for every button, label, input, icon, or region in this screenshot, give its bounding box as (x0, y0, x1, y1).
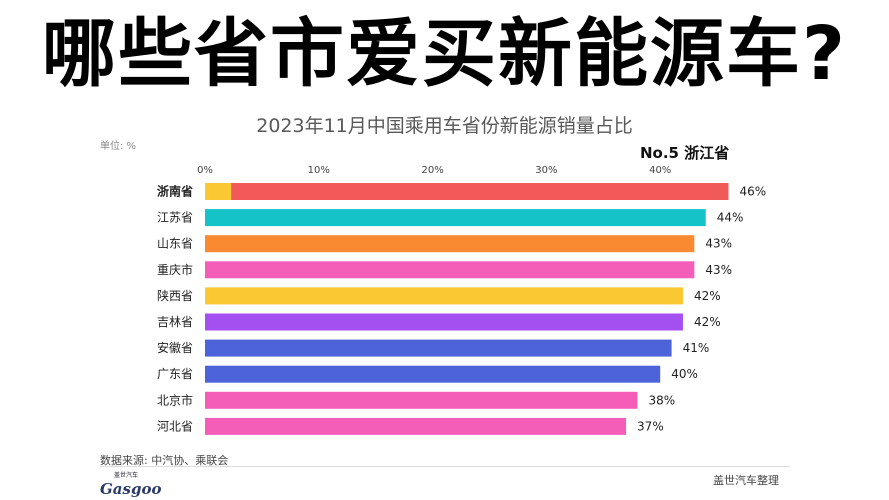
x-tick-label: 0% (197, 165, 213, 176)
data-label: 40% (671, 367, 698, 381)
data-label: 43% (705, 263, 732, 277)
data-label: 41% (683, 341, 710, 355)
category-label: 江苏省 (157, 211, 193, 225)
bar-segment (205, 183, 232, 200)
category-label: 北京市 (157, 392, 193, 407)
data-label: 42% (694, 289, 721, 303)
bar (205, 365, 661, 383)
footer-divider (100, 466, 790, 467)
category-label: 山东省 (157, 237, 193, 251)
data-label: 46% (739, 185, 766, 199)
unit-label: 单位: % (100, 141, 137, 152)
category-label: 安徽省 (157, 340, 193, 355)
data-label: 44% (717, 211, 744, 225)
logo-en-text: Gasgoo (100, 480, 162, 498)
x-tick-label: 20% (421, 165, 443, 176)
credit-note: 盖世汽车整理 (713, 474, 779, 487)
source-note: 数据来源: 中汽协、乘联会 (100, 454, 229, 467)
bar (205, 261, 695, 279)
bar (205, 391, 638, 409)
x-tick-label: 40% (649, 165, 671, 176)
category-label: 陕西省 (157, 288, 193, 303)
data-label: 43% (705, 237, 732, 251)
category-label: 吉林省 (157, 315, 193, 329)
headline: 哪些省市爱买新能源车? (42, 11, 847, 97)
chart-title: 2023年11月中国乘用车省份新能源销量占比 (256, 115, 633, 137)
rank-label: No.5 浙江省 (640, 144, 730, 162)
bar (205, 339, 672, 357)
bar (205, 417, 627, 435)
category-label: 河北省 (157, 419, 193, 433)
gasgoo-logo: 盖世汽车 Gasgoo (100, 470, 161, 498)
category-label: 广东省 (157, 367, 193, 381)
bar (205, 287, 683, 305)
data-label: 37% (637, 419, 664, 433)
bar (205, 235, 695, 253)
data-label: 42% (694, 315, 721, 329)
bar (205, 183, 729, 200)
data-label: 38% (648, 393, 675, 407)
category-label: 浙南省 (157, 184, 193, 199)
logo-cn-text: 盖世汽车 (114, 472, 139, 479)
category-label: 重庆市 (157, 262, 193, 277)
bar (205, 313, 683, 331)
x-tick-label: 10% (308, 165, 330, 176)
x-tick-label: 30% (535, 165, 557, 176)
bar (205, 209, 706, 227)
